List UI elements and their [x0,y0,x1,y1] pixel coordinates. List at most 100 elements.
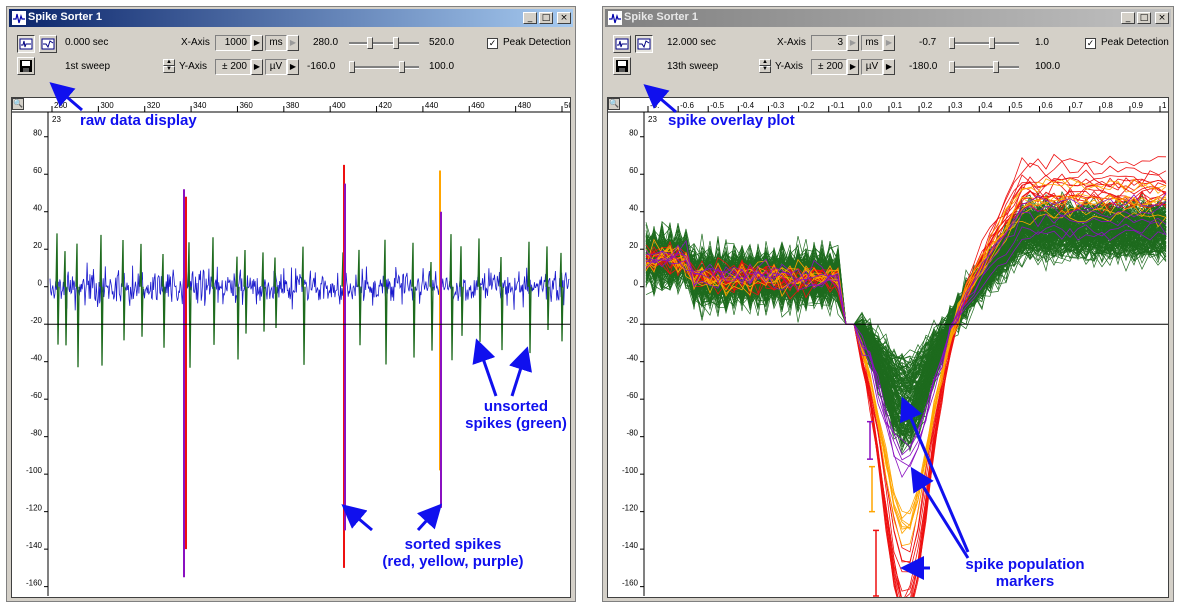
y-tick-label: 80 [33,129,42,138]
y-axis-dropdown[interactable]: ▶ [251,59,263,75]
y-axis-spinner[interactable]: ▲ ▼ [163,59,175,75]
y-tick-label: -40 [626,354,638,363]
overlay-view-button[interactable] [635,35,653,53]
unsorted-spike [527,241,532,354]
toolbar: 12.000 sec 13th sweep X-Axis 3 ▶ ms ▶ -0… [605,29,1171,93]
annotation-unsorted-line2: spikes (green) [465,415,567,432]
y-tick-label: 20 [629,241,638,250]
y-axis-field[interactable]: ± 200 [215,59,251,75]
peak-detection-checkbox[interactable]: ✓ [487,38,498,49]
unsorted-spike [55,233,60,345]
overlay-icon [637,38,651,50]
annotation-sorted-spikes: sorted spikes (red, yellow, purple) [358,536,548,570]
x-unit-dropdown[interactable]: ▶ [883,35,895,51]
x-tick-label: -0.2 [801,101,815,110]
overlay-canvas: -0. -0.6 -0.5 -0.4 -0.3 -0.2 -0.1 0.0 0.1 0.2 0.3 0… [608,98,1168,597]
x-tick-label: 0.6 [1042,101,1054,110]
x-range-slider[interactable] [349,37,419,49]
overlay-view-button[interactable] [39,35,57,53]
overlay-icon [41,38,55,50]
raw-data-plot[interactable]: 2803003203403603804004204404604805008060… [11,97,571,598]
y-unit-dropdown[interactable]: ▶ [287,59,299,75]
y-tick-label: -80 [626,429,638,438]
y-tick-label: -80 [30,429,42,438]
annotation-unsorted-line1: unsorted [483,398,549,415]
overlay-waveform [645,177,1167,597]
maximize-button[interactable]: □ [1137,12,1151,24]
maximize-button[interactable]: □ [539,12,553,24]
x-tick-label: 0.2 [921,101,933,110]
unsorted-spike [429,261,434,351]
unsorted-spike [545,246,550,330]
x-ruler [12,98,570,112]
zoom-icon[interactable]: 🔍 [608,98,620,110]
y-unit-dropdown[interactable]: ▶ [883,59,895,75]
x-tick-label: -0.3 [770,101,784,110]
save-button[interactable] [613,57,631,75]
x-unit-field[interactable]: ms [861,35,883,51]
x-tick-label: -0.1 [831,101,845,110]
x-unit-dropdown[interactable]: ▶ [287,35,299,51]
y-tick-label: 20 [33,241,42,250]
raw-data-view-button[interactable] [613,35,631,53]
y-tick-label: -60 [626,391,638,400]
y-axis-label: Y-Axis [179,61,207,72]
x-axis-field[interactable]: 3 [811,35,847,51]
unsorted-spike [161,253,166,348]
y-tick-label: -20 [30,316,42,325]
window-title: Spike Sorter 1 [28,11,102,23]
title-bar[interactable]: Spike Sorter 1 _ □ × [605,9,1171,27]
x-axis-field[interactable]: 1000 [215,35,251,51]
close-button[interactable]: × [557,12,571,24]
y-tick-label: -160 [26,579,43,588]
spike-overlay-plot[interactable]: -0. -0.6 -0.5 -0.4 -0.3 -0.2 -0.1 0.0 0.1 0.2 0.3 0… [607,97,1169,598]
y-axis-dropdown[interactable]: ▶ [847,59,859,75]
peak-detection-label: Peak Detection [503,37,571,48]
window-title: Spike Sorter 1 [624,11,698,23]
toolbar: 0.000 sec 1st sweep X-Axis 1000 ▶ ms ▶ 2… [9,29,573,93]
x-axis-dropdown[interactable]: ▶ [251,35,263,51]
raw-data-view-button[interactable] [17,35,35,53]
x-tick-label: 340 [193,101,207,110]
x-unit-field[interactable]: ms [265,35,287,51]
unsorted-spike [75,243,80,368]
y-tick-label: 0 [38,279,43,288]
save-button[interactable] [17,57,35,75]
zoom-icon[interactable]: 🔍 [12,98,24,110]
y-tick-label: -160 [622,579,639,588]
minimize-button[interactable]: _ [1121,12,1135,24]
x-range-slider[interactable] [949,37,1019,49]
y-range-slider[interactable] [949,61,1019,73]
x-tick-label: 280 [54,101,68,110]
x-tick-label: 0.3 [951,101,963,110]
minimize-button[interactable]: _ [523,12,537,24]
x-axis-dropdown[interactable]: ▶ [847,35,859,51]
unsorted-spike [99,234,104,366]
x-tick-label: 420 [379,101,393,110]
overlay-waveform [645,224,1167,398]
close-button[interactable]: × [1155,12,1169,24]
title-bar[interactable]: Spike Sorter 1 _ □ × [9,9,573,27]
y-tick-label: 40 [629,204,638,213]
raw-data-canvas: 2803003203403603804004204404604805008060… [12,98,570,596]
peak-detection-checkbox[interactable]: ✓ [1085,38,1096,49]
y-slider-max: 100.0 [1035,61,1061,72]
x-slider-max: 1.0 [1035,37,1049,48]
y-tick-label: -20 [626,316,638,325]
x-tick-label: 0.9 [1132,101,1144,110]
x-slider-max: 520.0 [429,37,455,48]
y-tick-label: -40 [30,354,42,363]
x-tick-label: 480 [518,101,532,110]
waveform-app-icon [12,11,26,25]
x-tick-label: 1 [1162,101,1167,110]
sweep-readout: 1st sweep [65,61,111,72]
unsorted-spike [187,242,192,368]
annotation-spike-overlay-plot: spike overlay plot [668,112,795,129]
x-tick-label: 320 [147,101,161,110]
y-axis-spinner[interactable]: ▲ ▼ [759,59,771,75]
y-unit-field[interactable]: µV [861,59,883,75]
y-axis-field[interactable]: ± 200 [811,59,847,75]
y-unit-field[interactable]: µV [265,59,287,75]
y-range-slider[interactable] [349,61,419,73]
raw-data-icon [615,38,629,50]
